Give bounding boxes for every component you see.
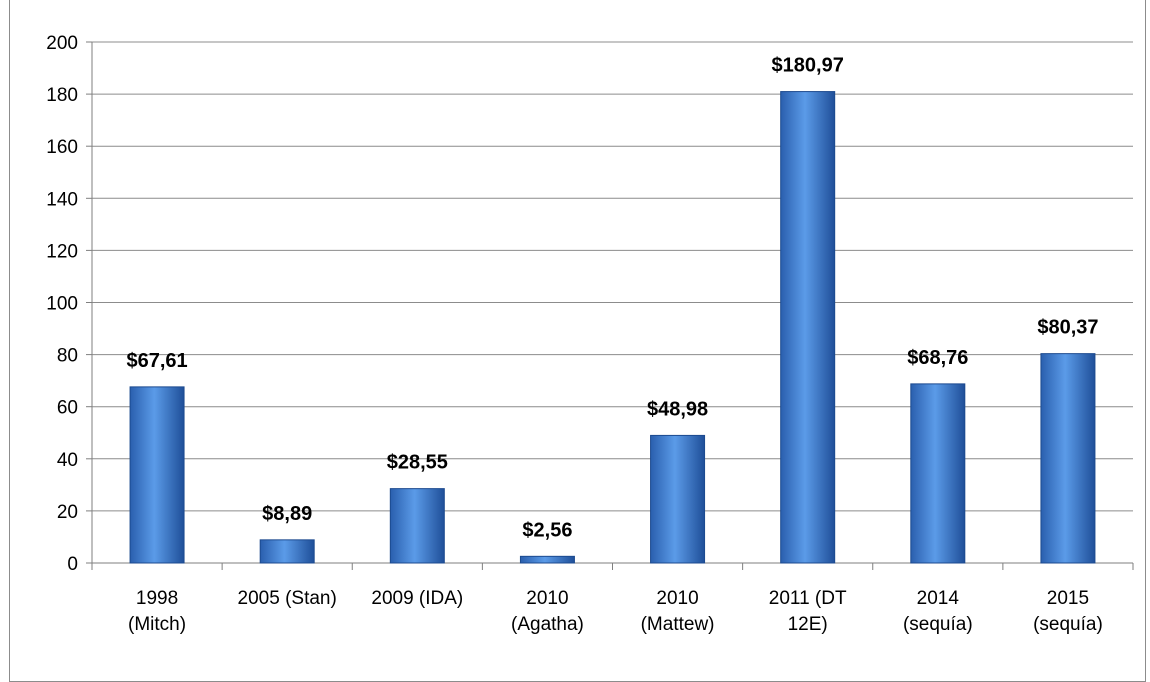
axes: [86, 41, 1134, 570]
y-tick-label: 80: [57, 346, 78, 367]
x-tick-label: (Agatha): [511, 614, 584, 635]
y-tick-label: 20: [57, 502, 78, 523]
bar: [389, 488, 445, 564]
bar: [129, 386, 185, 564]
data-labels: $67,61 $8,89 $28,55 $2,56 $48,98 $180,97 $68,7…: [126, 55, 1098, 542]
data-label: $67,61: [126, 350, 187, 372]
x-tick-label: 2010: [656, 588, 698, 609]
y-tick-label: 40: [57, 450, 78, 471]
x-tick-label: (Mitch): [128, 614, 186, 635]
data-label: $48,98: [647, 398, 708, 420]
bar: [780, 91, 836, 564]
y-tick-label: 180: [46, 85, 78, 106]
x-tick-label: 2014: [917, 588, 960, 609]
y-tick-label: 0: [67, 554, 78, 575]
data-label: $28,55: [387, 452, 448, 474]
x-tick-label: 12E): [788, 614, 828, 635]
x-tick-label: 2015: [1047, 588, 1089, 609]
x-tick-label: (Mattew): [641, 614, 715, 635]
y-tick-labels: 0 20 40 60 80 100 120 140 160 180 200: [46, 33, 78, 575]
y-tick-label: 100: [46, 294, 78, 315]
x-tick-labels: 1998 (Mitch) 2005 (Stan) 2009 (IDA) 2010 (Aga…: [128, 588, 1103, 635]
bar: [259, 539, 315, 564]
data-label: $8,89: [262, 503, 312, 525]
x-tick-label: (sequía): [903, 614, 973, 635]
data-label: $2,56: [522, 519, 572, 541]
x-tick-label: 1998: [136, 588, 178, 609]
bar: [650, 434, 706, 564]
bars: [129, 91, 1096, 564]
x-tick-label: 2009 (IDA): [371, 588, 463, 609]
data-label: $80,37: [1037, 317, 1098, 339]
y-tick-label: 140: [46, 189, 78, 210]
data-label: $180,97: [772, 55, 844, 77]
x-tick-label: 2011 (DT: [769, 588, 847, 609]
y-tick-label: 60: [57, 398, 78, 419]
bar: [519, 555, 575, 564]
x-tick-label: 2010: [526, 588, 568, 609]
y-tick-label: 160: [46, 137, 78, 158]
bar: [910, 383, 966, 564]
bar: [1040, 353, 1096, 564]
x-tick-label: (sequía): [1033, 614, 1103, 635]
y-tick-label: 120: [46, 241, 78, 262]
data-label: $68,76: [907, 347, 968, 369]
y-tick-label: 200: [46, 33, 78, 54]
chart-frame: [9, 0, 1146, 682]
gridlines: [92, 41, 1133, 512]
x-tick-label: 2005 (Stan): [238, 588, 337, 609]
